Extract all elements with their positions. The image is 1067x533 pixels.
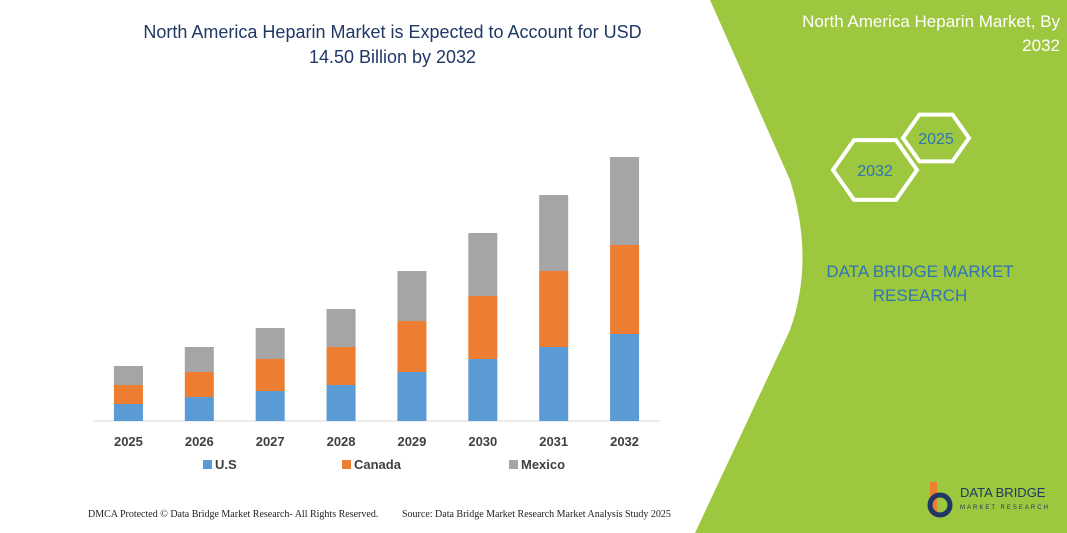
- bar-segment: [397, 271, 427, 321]
- hexagon: [830, 138, 920, 202]
- bar-segment: [539, 271, 569, 347]
- bar-segment: [610, 245, 640, 334]
- x-tick-label: 2032: [610, 434, 639, 449]
- legend-swatch: [342, 460, 351, 469]
- bar-segment: [113, 404, 143, 421]
- x-tick-label: 2029: [397, 434, 426, 449]
- legend-swatch: [203, 460, 212, 469]
- bar-segment: [539, 195, 569, 271]
- footer-left: DMCA Protected © Data Bridge Market Rese…: [88, 509, 379, 520]
- legend-label: U.S: [215, 457, 237, 472]
- logo-icon: [927, 482, 953, 518]
- bar-segment: [326, 385, 356, 421]
- footer-right: Source: Data Bridge Market Research Mark…: [402, 509, 671, 520]
- panel-title: North America Heparin Market, By 2032: [802, 12, 1060, 55]
- bar-segment: [184, 372, 214, 397]
- green-panel: [695, 0, 1067, 533]
- bar-segment: [468, 233, 498, 296]
- x-tick-label: 2028: [327, 434, 356, 449]
- brand-text: DATA BRIDGE MARKET RESEARCH: [826, 262, 1014, 305]
- bar-segment: [610, 157, 640, 245]
- bar-segment: [184, 347, 214, 372]
- bar-segment: [468, 359, 498, 421]
- legend-swatch: [509, 460, 518, 469]
- x-tick-label: 2026: [185, 434, 214, 449]
- chart-title: North America Heparin Market is Expected…: [143, 22, 642, 67]
- bar-segment: [255, 359, 285, 391]
- x-tick-label: 2030: [468, 434, 497, 449]
- bar-segment: [539, 347, 569, 421]
- x-tick-label: 2025: [114, 434, 143, 449]
- bar-segment: [610, 334, 640, 421]
- bar-segment: [326, 309, 356, 347]
- bar-segment: [113, 385, 143, 404]
- legend-label: Mexico: [521, 457, 565, 472]
- bar-segment: [397, 372, 427, 421]
- bar-segment: [255, 391, 285, 421]
- bar-segment: [184, 397, 214, 421]
- hexagon-label: 2032: [857, 163, 893, 180]
- x-tick-label: 2031: [539, 434, 568, 449]
- bar-segment: [113, 366, 143, 385]
- bar-segment: [397, 321, 427, 372]
- hexagon-label: 2025: [918, 131, 954, 148]
- x-tick-label: 2027: [256, 434, 285, 449]
- bar-segment: [468, 296, 498, 359]
- bar-segment: [326, 347, 356, 385]
- logo-sub: MARKET RESEARCH: [960, 505, 1050, 511]
- hexagon: [900, 112, 972, 164]
- logo-name: DATA BRIDGE: [960, 485, 1046, 500]
- hexagons: 2025 2032: [830, 112, 972, 202]
- bar-segment: [255, 328, 285, 359]
- legend-label: Canada: [354, 457, 402, 472]
